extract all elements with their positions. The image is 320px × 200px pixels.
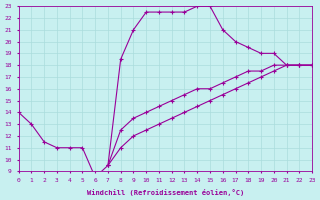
X-axis label: Windchill (Refroidissement éolien,°C): Windchill (Refroidissement éolien,°C) [87, 189, 244, 196]
